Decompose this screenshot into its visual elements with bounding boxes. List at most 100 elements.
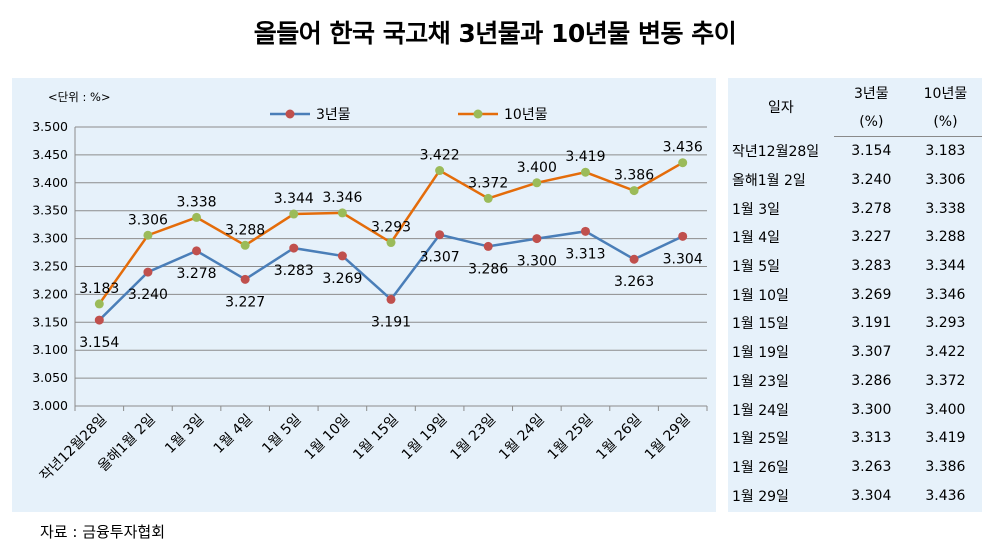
data-point xyxy=(629,254,639,264)
data-label: 3.372 xyxy=(468,175,508,191)
data-label: 3.307 xyxy=(420,250,460,266)
data-point xyxy=(483,193,493,203)
row-10y: 3.372 xyxy=(925,372,966,389)
x-tick-label: 1월 19일 xyxy=(399,412,451,464)
table-row: 작년12월28일 3.154 3.183 xyxy=(728,137,982,166)
x-tick-label: 1월 4일 xyxy=(211,412,256,457)
y-tick-label: 3.350 xyxy=(32,203,68,218)
row-3y: 3.286 xyxy=(851,372,892,389)
row-3y: 3.300 xyxy=(851,401,892,418)
row-3y: 3.191 xyxy=(851,315,892,332)
row-10y: 3.183 xyxy=(925,143,966,160)
row-date: 1월 26일 xyxy=(732,459,789,476)
data-point xyxy=(386,238,396,248)
row-10y: 3.436 xyxy=(925,487,966,504)
data-point xyxy=(532,234,542,244)
data-label: 3.283 xyxy=(274,263,314,279)
x-tick-label: 1월 3일 xyxy=(162,412,207,457)
row-10y: 3.419 xyxy=(925,430,966,447)
x-tick-label: 1월 5일 xyxy=(259,412,304,457)
data-table: 일자 3년물 10년물 (%) (%) 작년12월28일 3.154 3.183 올… xyxy=(728,78,982,510)
header-date: 일자 xyxy=(768,100,794,117)
data-point xyxy=(337,251,347,261)
table-row: 1월 19일 3.307 3.422 xyxy=(728,338,982,367)
data-label: 3.300 xyxy=(517,254,557,270)
row-10y: 3.400 xyxy=(925,401,966,418)
data-label: 3.183 xyxy=(79,281,119,297)
data-point xyxy=(580,226,590,236)
line-chart: 3.000 3.050 3.100 3.150 3.200 3.250 3.300 3.350… xyxy=(32,90,708,485)
row-3y: 3.278 xyxy=(851,200,892,217)
data-point xyxy=(192,246,202,256)
legend-label: 3년물 xyxy=(316,107,351,123)
data-label: 3.422 xyxy=(420,148,460,164)
y-tick-label: 3.200 xyxy=(32,286,68,301)
data-label: 3.419 xyxy=(565,149,605,165)
legend-label: 10년물 xyxy=(504,107,548,123)
row-10y: 3.338 xyxy=(925,200,966,217)
data-point xyxy=(143,230,153,240)
row-3y: 3.313 xyxy=(851,430,892,447)
data-table-panel: 일자 3년물 10년물 (%) (%) 작년12월28일 3.154 3.183 올… xyxy=(728,78,982,512)
data-label: 3.286 xyxy=(468,261,508,277)
data-label: 3.306 xyxy=(128,212,168,228)
data-label: 3.313 xyxy=(565,246,605,262)
data-label: 3.278 xyxy=(176,266,216,282)
row-date: 1월 19일 xyxy=(732,345,789,362)
row-10y: 3.288 xyxy=(925,229,966,246)
row-date: 1월 15일 xyxy=(732,316,789,333)
x-tick-label: 작년12월28일 xyxy=(37,412,110,485)
row-3y: 3.240 xyxy=(851,172,892,189)
header-3y: 3년물 xyxy=(853,85,889,102)
table-row: 1월 5일 3.283 3.344 xyxy=(728,252,982,281)
row-date: 1월 25일 xyxy=(732,431,789,448)
table-row: 1월 29일 3.304 3.436 xyxy=(728,481,982,510)
data-label: 3.346 xyxy=(322,190,362,206)
x-tick-label: 1월 15일 xyxy=(350,412,402,464)
y-tick-label: 3.250 xyxy=(32,259,68,274)
row-date: 1월 3일 xyxy=(732,201,781,218)
table-row: 1월 3일 3.278 3.338 xyxy=(728,194,982,223)
row-10y: 3.293 xyxy=(925,315,966,332)
chart-title: 올들어 한국 국고채 3년물과 10년물 변동 추이 xyxy=(253,19,737,48)
data-label: 3.338 xyxy=(176,194,216,210)
legend-marker xyxy=(473,109,483,119)
row-10y: 3.306 xyxy=(925,172,966,189)
data-label: 3.400 xyxy=(517,160,557,176)
data-point xyxy=(192,212,202,222)
data-point xyxy=(289,243,299,253)
header-3y-unit: (%) xyxy=(833,107,909,137)
y-tick-label: 3.050 xyxy=(32,370,68,385)
data-label: 3.288 xyxy=(225,222,265,238)
x-tick-label: 1월 24일 xyxy=(496,412,548,464)
unit-label: <단위 : %> xyxy=(48,90,111,104)
data-point xyxy=(532,178,542,188)
row-date: 1월 29일 xyxy=(732,488,789,505)
table-row: 1월 24일 3.300 3.400 xyxy=(728,395,982,424)
row-3y: 3.263 xyxy=(851,458,892,475)
data-point xyxy=(678,231,688,241)
data-label: 3.191 xyxy=(371,314,411,330)
table-row: 1월 23일 3.286 3.372 xyxy=(728,367,982,396)
table-row: 1월 26일 3.263 3.386 xyxy=(728,453,982,482)
row-3y: 3.307 xyxy=(851,344,892,361)
y-tick-label: 3.150 xyxy=(32,314,68,329)
data-label: 3.344 xyxy=(274,191,314,207)
source-note: 자료 : 금융투자협회 xyxy=(40,523,165,541)
legend-marker xyxy=(285,109,295,119)
y-tick-label: 3.300 xyxy=(32,231,68,246)
data-point xyxy=(629,186,639,196)
row-3y: 3.227 xyxy=(851,229,892,246)
data-point xyxy=(240,274,250,284)
data-point xyxy=(289,209,299,219)
x-tick-label: 1월 29일 xyxy=(642,412,694,464)
row-3y: 3.283 xyxy=(851,258,892,275)
table-row: 1월 15일 3.191 3.293 xyxy=(728,309,982,338)
row-date: 올해1월 2일 xyxy=(732,173,806,190)
y-tick-label: 3.000 xyxy=(32,398,68,413)
data-point xyxy=(337,208,347,218)
y-tick-label: 3.400 xyxy=(32,175,68,190)
data-label: 3.263 xyxy=(614,274,654,290)
data-label: 3.436 xyxy=(663,140,703,156)
table-row: 1월 4일 3.227 3.288 xyxy=(728,223,982,252)
